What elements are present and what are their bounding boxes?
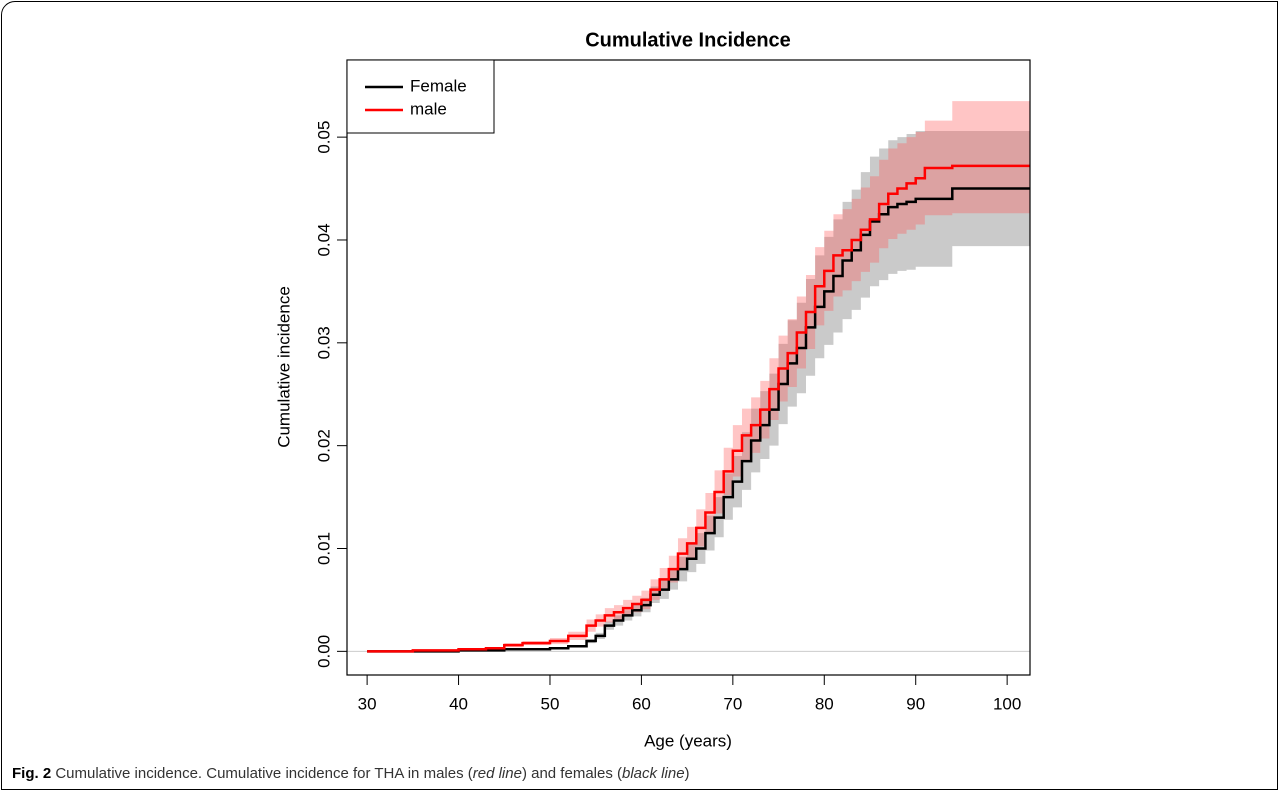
confidence-band	[367, 101, 1030, 652]
caption-emphasis: black line	[622, 765, 685, 782]
x-tick-label: 50	[541, 694, 560, 713]
y-tick-label: 0.00	[314, 635, 333, 668]
x-tick-label: 70	[723, 694, 742, 713]
x-tick-label: 90	[906, 694, 925, 713]
y-tick-label: 0.03	[314, 326, 333, 359]
x-tick-label: 80	[815, 694, 834, 713]
x-tick-label: 40	[449, 694, 468, 713]
x-tick-label: 30	[358, 694, 377, 713]
caption-label: Fig. 2	[12, 765, 52, 782]
legend-box	[346, 59, 495, 134]
caption: Fig. 2 Cumulative incidence. Cumulative …	[12, 765, 690, 782]
caption-text: )	[684, 765, 690, 782]
y-axis-label: Cumulative incidence	[274, 286, 293, 448]
plot-frame	[346, 59, 1031, 676]
caption-text: Cumulative incidence. Cumulative inciden…	[51, 765, 473, 782]
step-line	[367, 187, 1030, 653]
chart: Cumulative Incidence Age (years) Cumulat…	[274, 29, 1031, 750]
y-tick-label: 0.04	[314, 223, 333, 256]
caption-emphasis: red line	[472, 765, 522, 782]
x-tick-label: 100	[993, 694, 1021, 713]
chart-title: Cumulative Incidence	[585, 29, 791, 51]
confidence-band	[367, 130, 1030, 652]
x-tick-label: 60	[632, 694, 651, 713]
y-tick-label: 0.05	[314, 121, 333, 154]
y-tick-label: 0.01	[314, 532, 333, 565]
y-tick-label: 0.02	[314, 429, 333, 462]
legend-label: Female	[410, 76, 467, 95]
step-line	[367, 164, 1030, 653]
caption-text: ) and females (	[521, 765, 622, 782]
x-axis-label: Age (years)	[644, 731, 732, 750]
legend-label: male	[410, 99, 447, 118]
